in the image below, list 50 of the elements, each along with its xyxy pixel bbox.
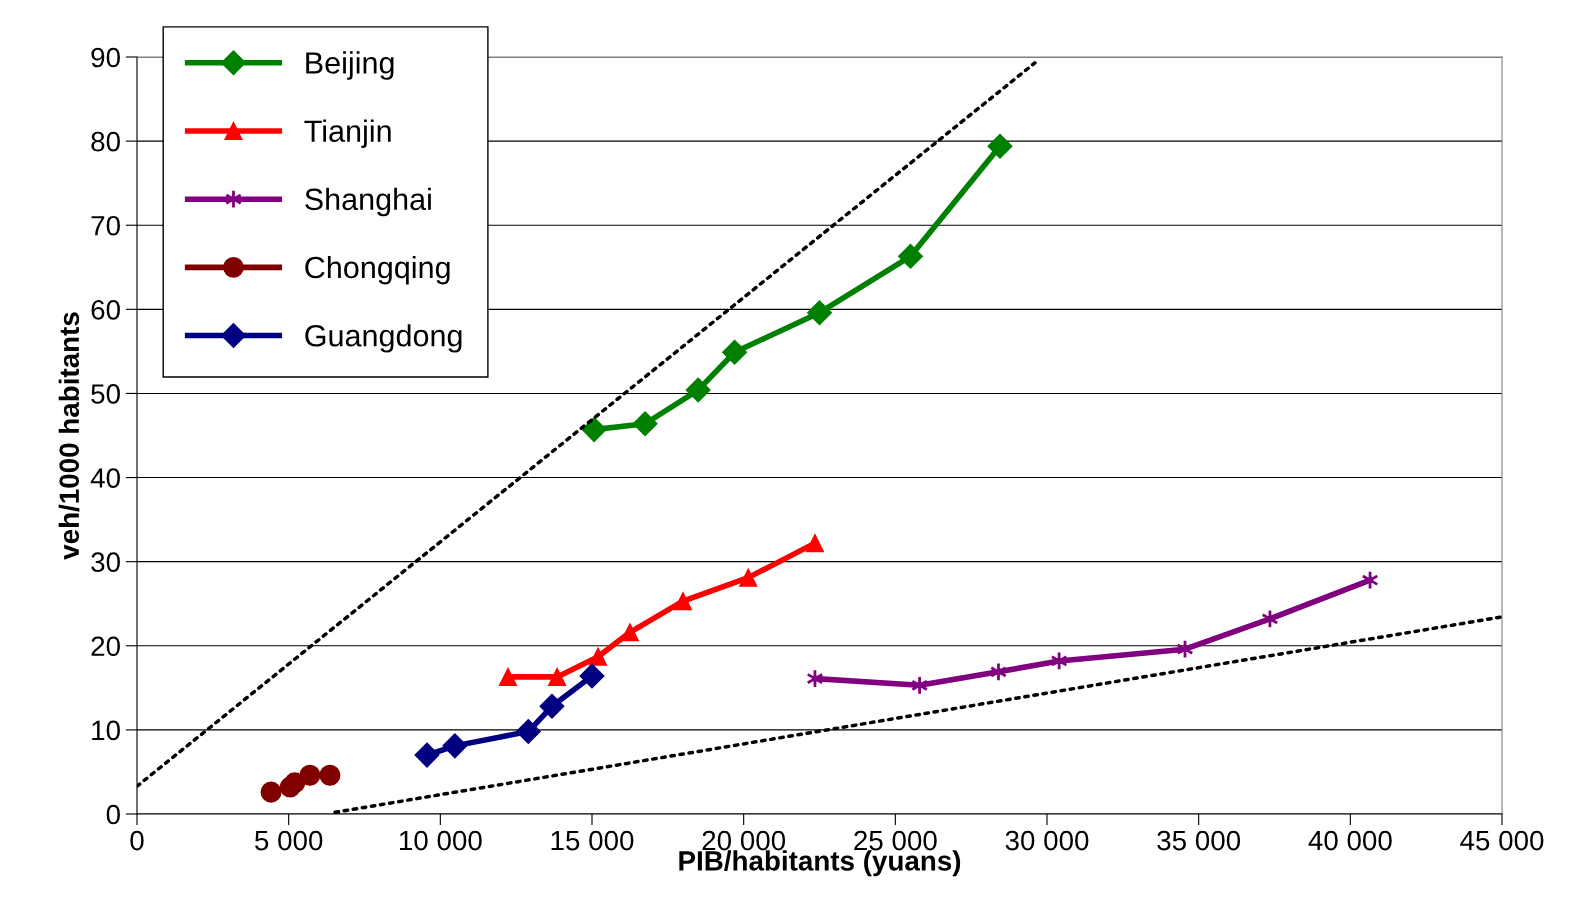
point [299, 764, 321, 786]
legend-label: Tianjin [304, 119, 391, 148]
point [632, 411, 658, 437]
point [284, 772, 306, 794]
x-tick-label: 10 000 [399, 830, 482, 851]
x-tick-label: 15 000 [551, 830, 634, 851]
y-tick-label: 40 [90, 468, 120, 488]
point [898, 243, 923, 269]
point [685, 377, 711, 403]
point [442, 733, 468, 759]
legend-label: Guangdong [305, 324, 462, 353]
point [414, 742, 440, 768]
point [260, 781, 282, 803]
y-tick-label: 90 [91, 47, 120, 68]
point [319, 764, 341, 786]
legend-label: Chongqing [305, 255, 450, 285]
point [805, 534, 824, 553]
y-tick-label: 60 [91, 300, 120, 320]
point [589, 647, 608, 666]
point [579, 663, 605, 689]
point [722, 339, 748, 365]
x-tick-label: 30 000 [1005, 830, 1089, 851]
point [807, 300, 832, 326]
x-tick-label: 45 000 [1460, 830, 1544, 851]
y-tick-label: 50 [91, 384, 120, 404]
y-tick-label: 0 [106, 804, 120, 825]
x-tick-label: 0 [130, 830, 144, 851]
y-tick-label: 20 [91, 636, 120, 657]
point [581, 417, 607, 443]
y-tick-label: 10 [92, 720, 120, 741]
point [548, 667, 567, 686]
point [739, 568, 758, 587]
y-tick-label: 80 [91, 131, 120, 152]
y-tick-label: 30 [91, 552, 120, 573]
point [539, 693, 565, 719]
point [620, 623, 639, 642]
point [498, 667, 518, 686]
y-tick-label: 70 [91, 215, 120, 236]
x-tick-label: 20 000 [702, 830, 786, 851]
x-axis-title: PIB/habitants (yuans) [679, 850, 961, 877]
legend-label: Shanghai [305, 187, 431, 217]
x-tick-label: 5 000 [255, 830, 323, 851]
x-tick-label: 35 000 [1157, 830, 1241, 851]
point [515, 719, 541, 745]
x-tick-label: 40 000 [1308, 830, 1392, 851]
legend-label: Beijing [306, 51, 394, 80]
point [673, 592, 693, 611]
point [987, 133, 1013, 159]
x-tick-label: 25 000 [854, 830, 937, 851]
y-axis-title: veh/1000 habitants [58, 312, 80, 560]
